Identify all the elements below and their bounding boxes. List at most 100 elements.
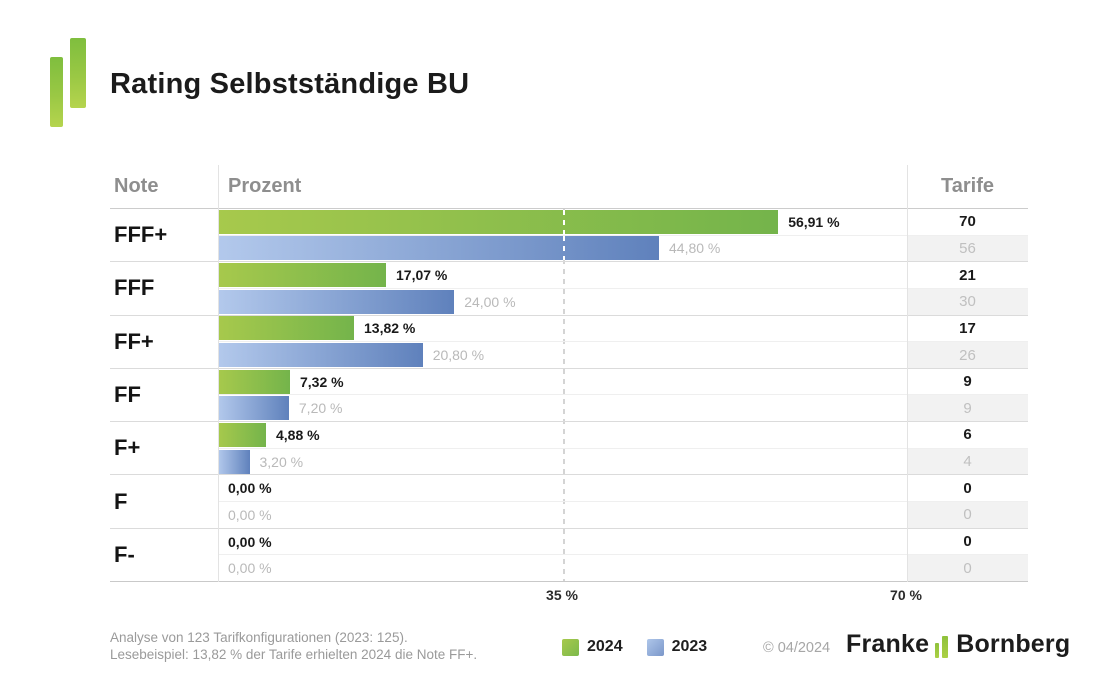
chart-legend: 2024 2023 (562, 638, 707, 656)
note-label-FFF: FFF (114, 275, 155, 301)
bar-value-label-2024-FF+: 13,82 % (364, 320, 416, 337)
bar-row-2023-F: 0,00 % (218, 502, 907, 528)
note-label-FFF+: FFF+ (114, 222, 168, 248)
bar-value-label-2023-FF: 7,20 % (298, 400, 343, 417)
chart-row-FFF+: FFF+ 56,91 % 44,80 % 70 56 (110, 209, 1028, 262)
analysis-note-line1: Analyse von 123 Tarifkonfigurationen (20… (110, 630, 408, 645)
franke-bornberg-logo-mark (50, 38, 90, 130)
bar-value-label-2023-FFF: 24,00 % (464, 293, 516, 310)
plot-cell-FF+: 13,82 % 20,80 % (218, 316, 907, 368)
note-column-divider (218, 165, 219, 582)
bar-value-label-2023-F: 0,00 % (228, 506, 272, 523)
bar-value-label-2024-F+: 4,88 % (276, 426, 320, 443)
bar-row-2024-F-: 0,00 % (218, 529, 907, 556)
bar-row-2024-FF: 7,32 % (218, 369, 907, 396)
franke-bornberg-wordmark: Franke Bornberg (846, 630, 1070, 659)
chart-row-F-: F- 0,00 % 0,00 % 0 0 (110, 527, 1028, 581)
gridline-overlay (563, 236, 565, 261)
legend-item-2023: 2023 (646, 638, 708, 656)
tarife-value-2023-FF+: 26 (907, 342, 1028, 368)
plot-cell-FF: 7,32 % 7,20 % (218, 369, 907, 421)
rating-chart: Note Prozent Tarife FFF+ 56,91 % 44,80 % 70… (110, 165, 1028, 608)
column-header-note: Note (114, 175, 159, 197)
tarife-value-2024-F+: 6 (907, 422, 1028, 449)
tarife-value-2023-F+: 4 (907, 448, 1028, 475)
plot-cell-FFF: 17,07 % 24,00 % (218, 262, 907, 314)
legend-swatch-2023 (646, 638, 664, 656)
bar-2024-FF (218, 369, 290, 394)
tarife-value-2023-F-: 0 (907, 555, 1028, 581)
bar-2024-FFF (218, 263, 386, 288)
x-tick-35: 35 % (546, 587, 578, 603)
legend-swatch-2024 (562, 638, 579, 656)
plot-cell-FFF+: 56,91 % 44,80 % (218, 209, 907, 261)
legend-label-2023: 2023 (671, 638, 708, 655)
note-label-FF: FF (114, 381, 141, 407)
legend-item-2024: 2024 (562, 638, 623, 656)
analysis-note-line2: Lesebeispiel: 13,82 % der Tarife erhielt… (110, 647, 478, 662)
bar-value-label-2024-F-: 0,00 % (228, 533, 272, 550)
bar-row-2024-F+: 4,88 % (218, 422, 907, 449)
bar-2023-FF+ (218, 343, 423, 368)
tarife-value-2024-FF+: 17 (907, 316, 1028, 343)
page-title: Rating Selbstständige BU (110, 68, 470, 100)
tarife-value-2023-FF: 9 (907, 395, 1028, 422)
column-header-prozent: Prozent (228, 175, 302, 197)
bar-2024-FFF+ (218, 209, 779, 234)
bar-2023-FFF+ (218, 236, 659, 261)
gridline-overlay (563, 209, 565, 234)
bar-row-2024-FFF+: 56,91 % (218, 209, 907, 236)
tarife-value-2023-FFF: 30 (907, 288, 1028, 315)
column-header-tarife: Tarife (941, 175, 994, 197)
chart-row-FF: FF 7,32 % 7,20 % 9 9 (110, 367, 1028, 422)
logo-bar-big (70, 38, 86, 108)
logo-bar-small (50, 57, 63, 127)
tarife-value-2024-FF: 9 (907, 369, 1028, 396)
copyright-text: © 04/2024 (763, 640, 831, 656)
bar-row-2023-FFF+: 44,80 % (218, 236, 907, 262)
chart-row-F+: F+ 4,88 % 3,20 % 6 4 (110, 421, 1028, 475)
chart-header: Note Prozent Tarife (110, 165, 1028, 209)
bar-value-label-2023-F-: 0,00 % (228, 560, 272, 577)
bar-row-2023-FFF: 24,00 % (218, 289, 907, 315)
tarife-cell-FFF+: 70 56 (907, 209, 1028, 262)
brand-word-franke: Franke (846, 630, 930, 658)
chart-row-FFF: FFF 17,07 % 24,00 % 21 30 (110, 261, 1028, 315)
legend-label-2024: 2024 (587, 638, 623, 655)
tarife-value-2024-F: 0 (907, 475, 1028, 503)
bar-value-label-2024-FFF: 17,07 % (396, 267, 448, 284)
x-tick-70: 70 % (890, 587, 922, 603)
tarife-cell-FFF: 21 30 (907, 262, 1028, 315)
bar-value-label-2024-FFF+: 56,91 % (788, 213, 840, 230)
bar-value-label-2023-F+: 3,20 % (259, 453, 304, 470)
analysis-notes: Analyse von 123 Tarifkonfigurationen (20… (110, 629, 477, 663)
tarife-value-2024-FFF+: 70 (907, 209, 1028, 236)
plot-cell-F: 0,00 % 0,00 % (218, 475, 907, 527)
bar-value-label-2023-FFF+: 44,80 % (669, 240, 721, 257)
bar-value-label-2024-FF: 7,32 % (300, 373, 344, 390)
bar-2023-FFF (218, 289, 455, 314)
tarife-value-2024-F-: 0 (907, 529, 1028, 556)
bar-2024-F+ (218, 422, 266, 447)
tarife-cell-FF+: 17 26 (907, 316, 1028, 368)
note-label-FF+: FF+ (114, 328, 154, 354)
note-label-F: F (114, 488, 128, 514)
chart-body: FFF+ 56,91 % 44,80 % 70 56 FFF 17,07 % 24,00 % 2… (110, 209, 1028, 582)
bar-row-2023-F+: 3,20 % (218, 449, 907, 475)
tarife-value-2024-FFF: 21 (907, 262, 1028, 289)
bar-row-2024-FF+: 13,82 % (218, 316, 907, 343)
bar-row-2023-FF+: 20,80 % (218, 342, 907, 368)
tarife-column-divider (907, 165, 908, 582)
tarife-value-2023-FFF+: 56 (907, 235, 1028, 262)
note-label-F-: F- (114, 541, 135, 567)
plot-cell-F-: 0,00 % 0,00 % (218, 529, 907, 581)
plot-cell-F+: 4,88 % 3,20 % (218, 422, 907, 474)
tarife-value-2023-F: 0 (907, 502, 1028, 528)
chart-row-FF+: FF+ 13,82 % 20,80 % 17 26 (110, 314, 1028, 368)
bar-2023-F+ (218, 449, 250, 474)
bar-row-2023-F-: 0,00 % (218, 555, 907, 581)
chart-row-F: F 0,00 % 0,00 % 0 0 (110, 474, 1028, 528)
